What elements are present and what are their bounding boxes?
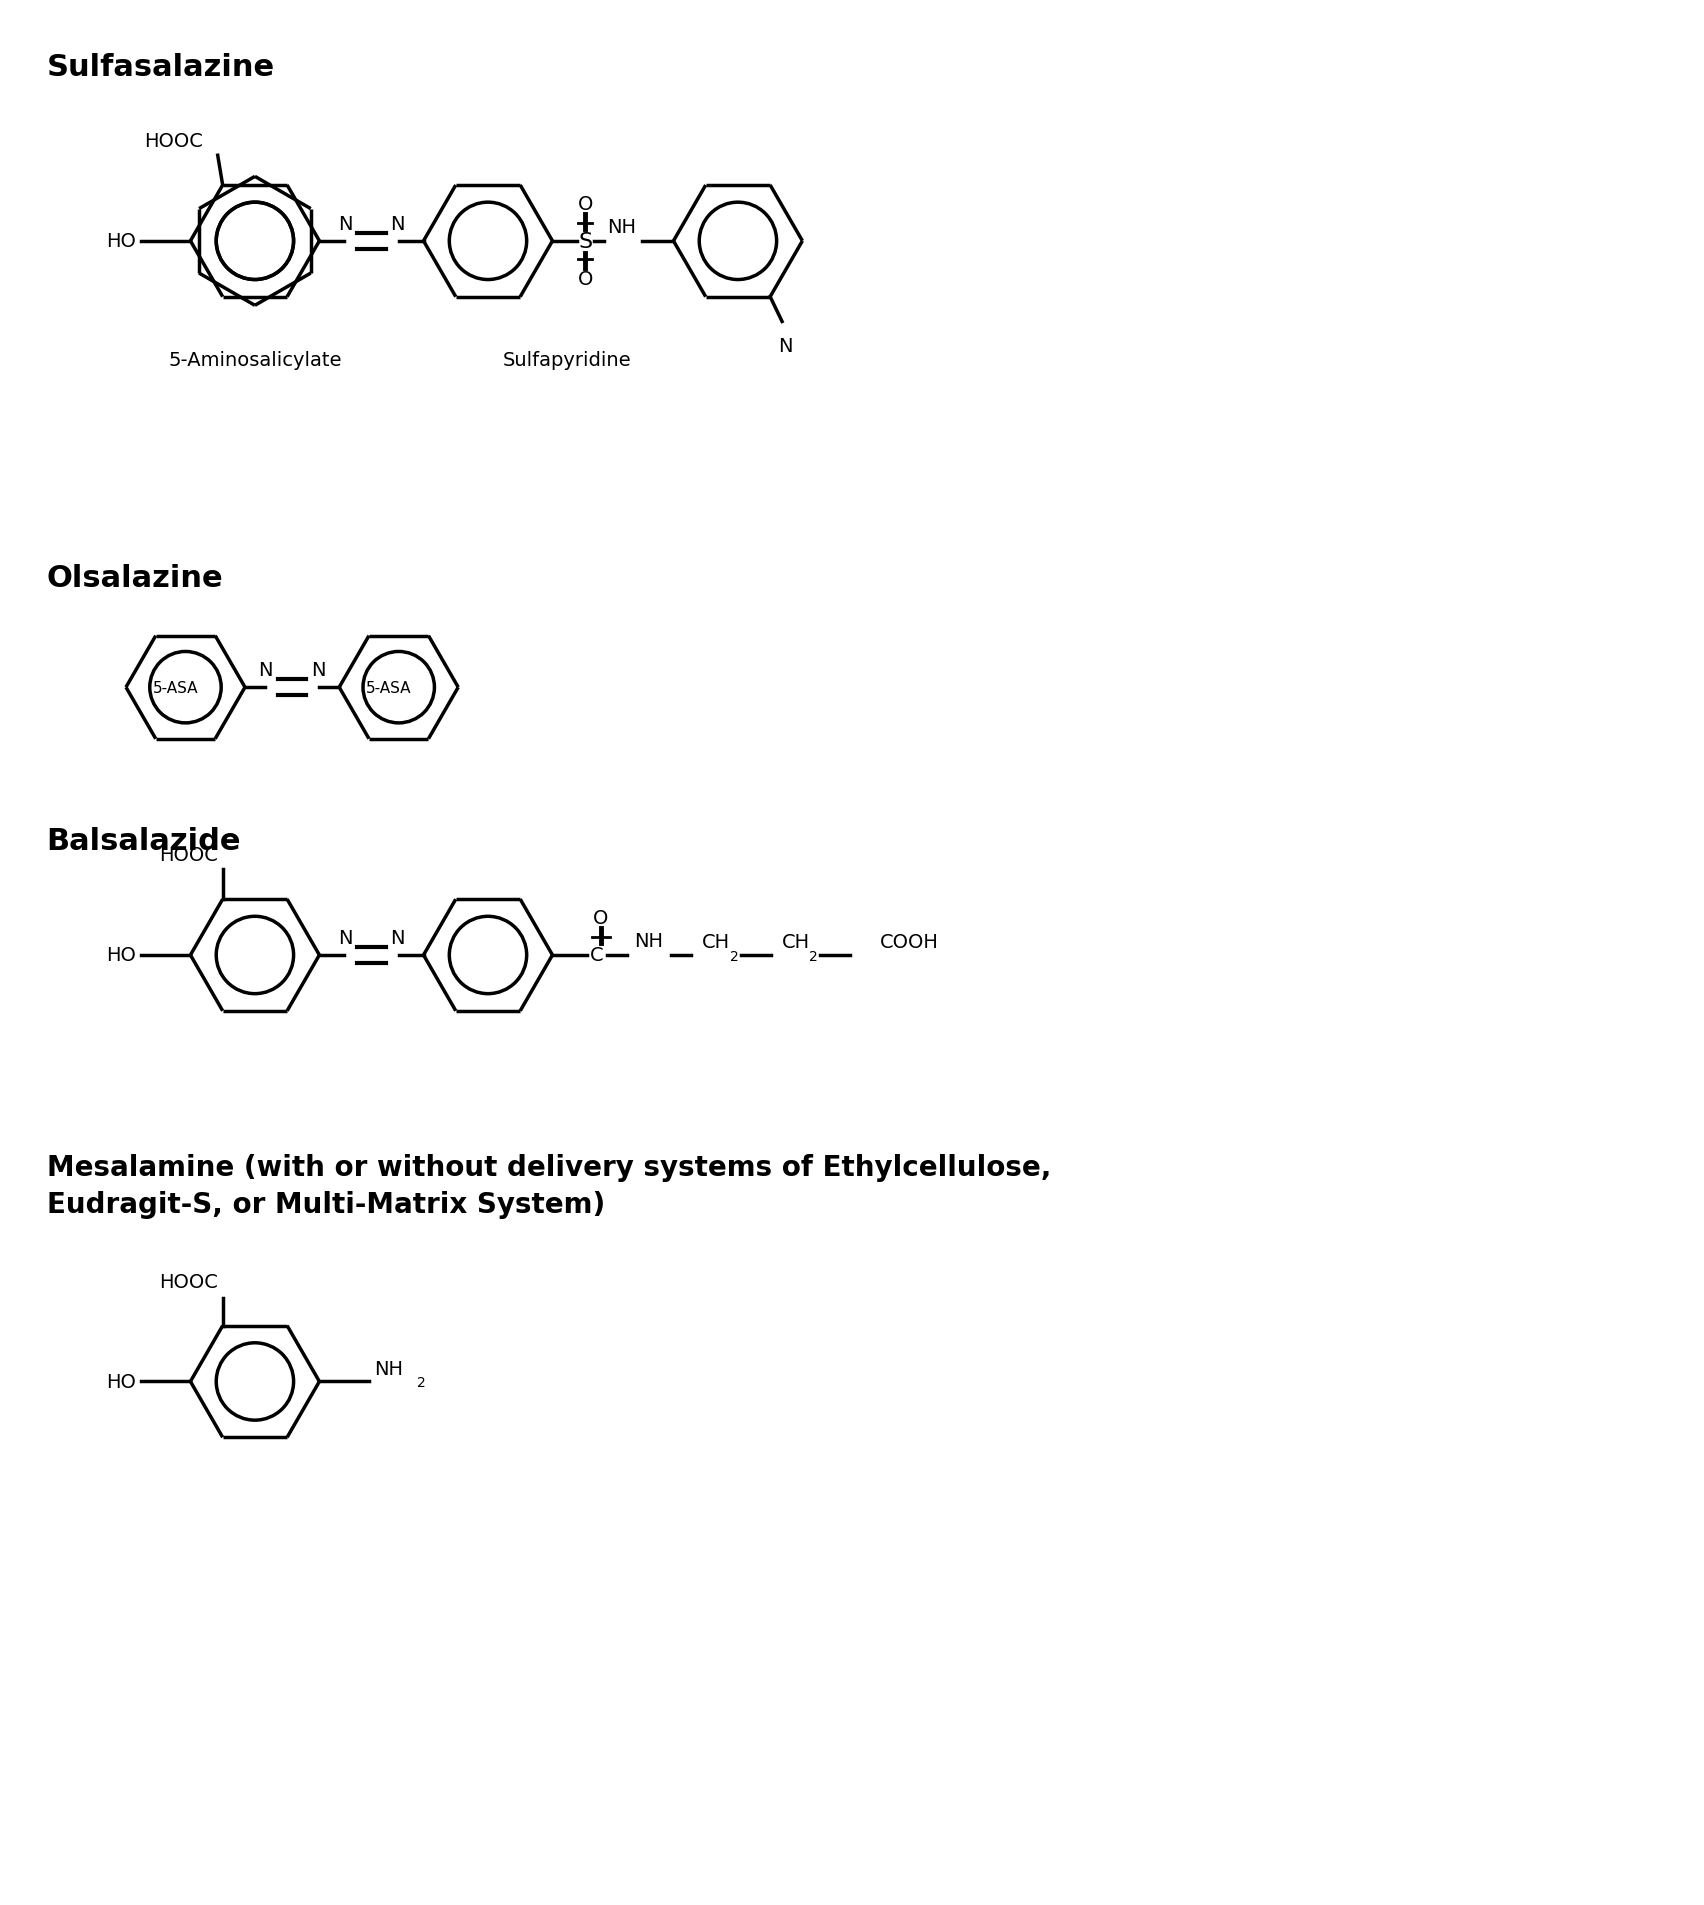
Text: Sulfasalazine: Sulfasalazine <box>46 53 274 82</box>
Text: HO: HO <box>106 1372 136 1391</box>
Text: N: N <box>312 661 325 680</box>
Text: N: N <box>390 928 406 947</box>
Text: NH: NH <box>373 1358 402 1377</box>
Text: NH: NH <box>634 932 663 951</box>
Text: CH: CH <box>702 933 731 951</box>
Text: Mesalamine (with or without delivery systems of Ethylcellulose,
Eudragit-S, or M: Mesalamine (with or without delivery sys… <box>46 1154 1051 1219</box>
Text: HO: HO <box>106 232 136 251</box>
Text: HO: HO <box>106 947 136 966</box>
Text: O: O <box>578 271 593 290</box>
Text: 2: 2 <box>809 949 818 964</box>
Text: O: O <box>593 909 608 928</box>
Text: 2: 2 <box>416 1375 426 1389</box>
Text: Balsalazide: Balsalazide <box>46 827 242 855</box>
Text: Olsalazine: Olsalazine <box>46 564 223 592</box>
Text: 5-Aminosalicylate: 5-Aminosalicylate <box>169 351 343 370</box>
Text: HOOC: HOOC <box>158 1273 218 1292</box>
Text: 5-ASA: 5-ASA <box>153 680 198 695</box>
Text: 5-ASA: 5-ASA <box>366 680 412 695</box>
Text: N: N <box>337 215 353 234</box>
Text: C: C <box>590 947 603 966</box>
Text: 2: 2 <box>729 949 738 964</box>
Text: N: N <box>337 928 353 947</box>
Text: S: S <box>578 232 593 251</box>
Text: N: N <box>259 661 273 680</box>
Text: N: N <box>777 337 792 356</box>
Text: HOOC: HOOC <box>158 846 218 865</box>
Text: Sulfapyridine: Sulfapyridine <box>503 351 632 370</box>
Text: HOOC: HOOC <box>143 131 203 150</box>
Text: COOH: COOH <box>879 933 939 951</box>
Text: NH: NH <box>607 217 636 236</box>
Text: N: N <box>390 215 406 234</box>
Text: O: O <box>578 194 593 213</box>
Text: CH: CH <box>782 933 809 951</box>
